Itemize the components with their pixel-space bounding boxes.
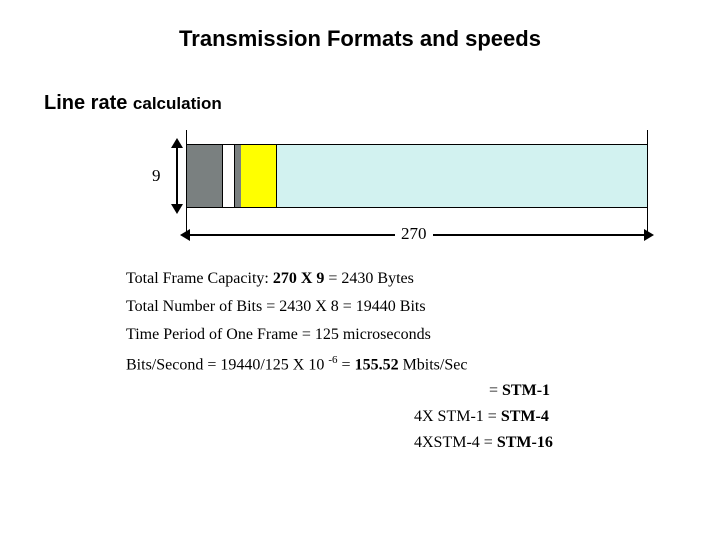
l7-prefix: 4XSTM-4 = — [414, 434, 497, 451]
l4-prefix: Bits/Second = 19440/125 X 10 — [126, 356, 328, 373]
rows-dim-arrow-down — [171, 204, 183, 214]
rows-dim-arrow-up — [171, 138, 183, 148]
pointer-column — [241, 145, 277, 207]
rows-dim-label: 9 — [152, 166, 161, 186]
calc-line-5: = STM-1 — [489, 382, 550, 400]
cols-dim-tick-right — [647, 130, 648, 238]
page-title: Transmission Formats and speeds — [0, 26, 720, 52]
cols-dim-arrow-right — [644, 229, 654, 241]
calc-line-3: Time Period of One Frame = 125 microseco… — [126, 326, 431, 344]
l4-exponent: -6 — [328, 354, 337, 366]
l5-eq: = — [489, 382, 502, 399]
rows-dim-line — [176, 144, 178, 208]
gap-column — [223, 145, 235, 207]
l4-eq: = — [338, 356, 355, 373]
l4-unit: Mbits/Sec — [399, 356, 468, 373]
overhead-column-1 — [187, 145, 223, 207]
frame-diagram — [186, 144, 648, 208]
l1-suffix: = 2430 Bytes — [324, 270, 413, 287]
l1-bold: 270 X 9 — [273, 270, 325, 287]
l6-prefix: 4X STM-1 = — [414, 408, 501, 425]
payload-column — [277, 145, 647, 207]
l4-value: 155.52 — [355, 356, 399, 373]
calc-line-6: 4X STM-1 = STM-4 — [414, 408, 549, 426]
section-heading: Line rate calculation — [44, 92, 222, 115]
l5-stm1: STM-1 — [502, 382, 550, 399]
calc-line-1: Total Frame Capacity: 270 X 9 = 2430 Byt… — [126, 270, 414, 288]
subtitle-part-a: Line rate — [44, 92, 133, 114]
l7-stm16: STM-16 — [497, 434, 553, 451]
cols-dim-arrow-left — [180, 229, 190, 241]
l1-prefix: Total Frame Capacity: — [126, 270, 273, 287]
cols-dim-tick-left — [186, 130, 187, 238]
calc-line-2: Total Number of Bits = 2430 X 8 = 19440 … — [126, 298, 426, 316]
cols-dim-label: 270 — [395, 224, 433, 244]
subtitle-part-b: calculation — [133, 94, 222, 113]
calc-line-7: 4XSTM-4 = STM-16 — [414, 434, 553, 452]
l6-stm4: STM-4 — [501, 408, 549, 425]
calc-line-4: Bits/Second = 19440/125 X 10 -6 = 155.52… — [126, 354, 467, 374]
